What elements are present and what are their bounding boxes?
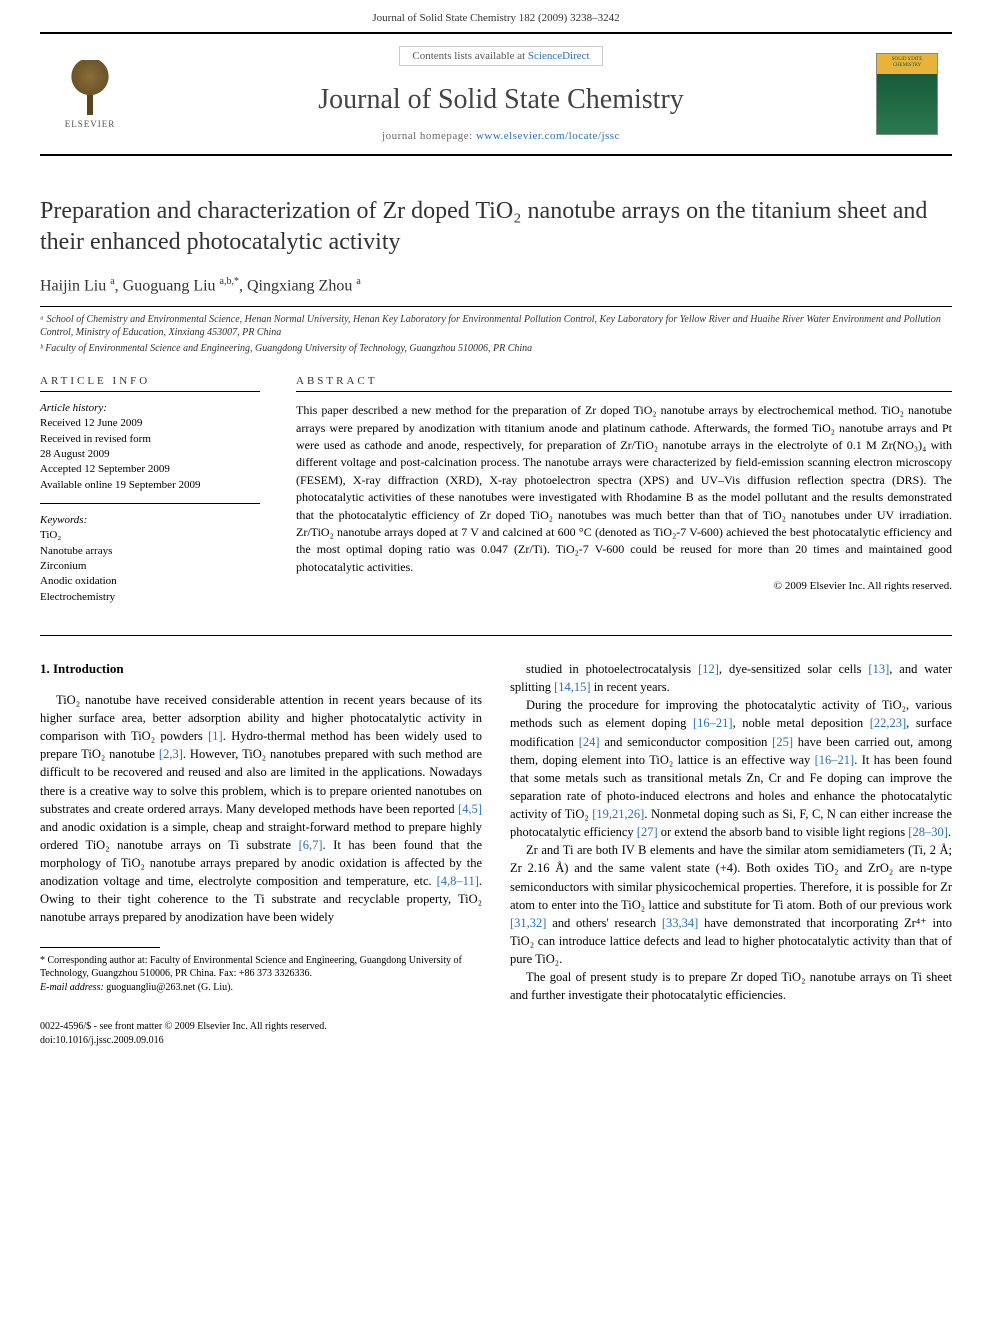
banner-center: Contents lists available at ScienceDirec…	[140, 34, 862, 154]
elsevier-logo: ELSEVIER	[55, 54, 125, 134]
footer-block: 0022-4596/$ - see front matter © 2009 El…	[40, 1020, 952, 1047]
history-item: Received in revised form	[40, 432, 260, 447]
running-head: Journal of Solid State Chemistry 182 (20…	[0, 0, 992, 32]
body-paragraph: studied in photoelectrocatalysis [12], d…	[510, 660, 952, 696]
article-title: Preparation and characterization of Zr d…	[40, 196, 952, 258]
body-column-left: 1. Introduction TiO₂ nanotube have recei…	[40, 660, 482, 1004]
footnote-separator	[40, 947, 160, 948]
footer-line-2: doi:10.1016/j.jssc.2009.09.016	[40, 1034, 952, 1048]
homepage-prefix: journal homepage:	[382, 130, 476, 142]
abstract-column: ABSTRACT This paper described a new meth…	[296, 375, 952, 605]
email-footnote: E-mail address: guoguangliu@263.net (G. …	[40, 981, 482, 995]
history-item: 28 August 2009	[40, 447, 260, 462]
abstract-text: This paper described a new method for th…	[296, 402, 952, 576]
abstract-copyright: © 2009 Elsevier Inc. All rights reserved…	[296, 580, 952, 592]
article-history-block: Article history: Received 12 June 2009Re…	[40, 402, 260, 504]
history-item: Accepted 12 September 2009	[40, 462, 260, 477]
author-list: Haijin Liu a, Guoguang Liu a,b,*, Qingxi…	[40, 276, 952, 295]
section-divider	[40, 635, 952, 636]
body-paragraph: The goal of present study is to prepare …	[510, 968, 952, 1004]
body-columns: 1. Introduction TiO₂ nanotube have recei…	[40, 660, 952, 1004]
body-paragraph: During the procedure for improving the p…	[510, 696, 952, 841]
elsevier-tree-icon	[65, 60, 115, 115]
journal-cover-thumbnail: SOLID STATECHEMISTRY	[876, 53, 938, 135]
keyword-item: Zirconium	[40, 559, 260, 574]
info-abstract-row: ARTICLE INFO Article history: Received 1…	[40, 375, 952, 605]
keyword-item: Nanotube arrays	[40, 544, 260, 559]
history-item: Available online 19 September 2009	[40, 478, 260, 493]
affiliation-block: ᵃ School of Chemistry and Environmental …	[40, 306, 952, 356]
section-1-heading: 1. Introduction	[40, 660, 482, 679]
article-front-matter: Preparation and characterization of Zr d…	[40, 196, 952, 605]
journal-name: Journal of Solid State Chemistry	[140, 84, 862, 116]
article-info-label: ARTICLE INFO	[40, 375, 260, 392]
publisher-name: ELSEVIER	[65, 119, 116, 129]
keyword-item: Electrochemistry	[40, 590, 260, 605]
affiliation: ᵇ Faculty of Environmental Science and E…	[40, 342, 952, 356]
corresponding-author-footnote: * Corresponding author at: Faculty of En…	[40, 954, 482, 981]
contents-available-line: Contents lists available at ScienceDirec…	[399, 46, 602, 66]
article-info-column: ARTICLE INFO Article history: Received 1…	[40, 375, 260, 605]
affiliation: ᵃ School of Chemistry and Environmental …	[40, 313, 952, 340]
history-item: Received 12 June 2009	[40, 416, 260, 431]
journal-banner: ELSEVIER Contents lists available at Sci…	[40, 32, 952, 156]
keyword-item: Anodic oxidation	[40, 574, 260, 589]
body-column-right: studied in photoelectrocatalysis [12], d…	[510, 660, 952, 1004]
cover-title: SOLID STATECHEMISTRY	[877, 54, 937, 74]
cover-body	[877, 74, 937, 134]
body-paragraph: Zr and Ti are both IV B elements and hav…	[510, 841, 952, 968]
contents-prefix: Contents lists available at	[412, 50, 527, 62]
cover-thumbnail-area: SOLID STATECHEMISTRY	[862, 34, 952, 154]
body-paragraph: TiO₂ nanotube have received considerable…	[40, 691, 482, 927]
sciencedirect-link[interactable]: ScienceDirect	[528, 50, 590, 62]
keyword-item: TiO₂	[40, 528, 260, 543]
homepage-line: journal homepage: www.elsevier.com/locat…	[140, 130, 862, 142]
email-label: E-mail address:	[40, 982, 104, 993]
corr-email: guoguangliu@263.net (G. Liu).	[106, 982, 233, 993]
keywords-label: Keywords:	[40, 514, 260, 526]
homepage-link[interactable]: www.elsevier.com/locate/jssc	[476, 130, 620, 142]
footer-line-1: 0022-4596/$ - see front matter © 2009 El…	[40, 1020, 952, 1034]
publisher-logo-area: ELSEVIER	[40, 34, 140, 154]
history-label: Article history:	[40, 402, 260, 414]
abstract-label: ABSTRACT	[296, 375, 952, 392]
